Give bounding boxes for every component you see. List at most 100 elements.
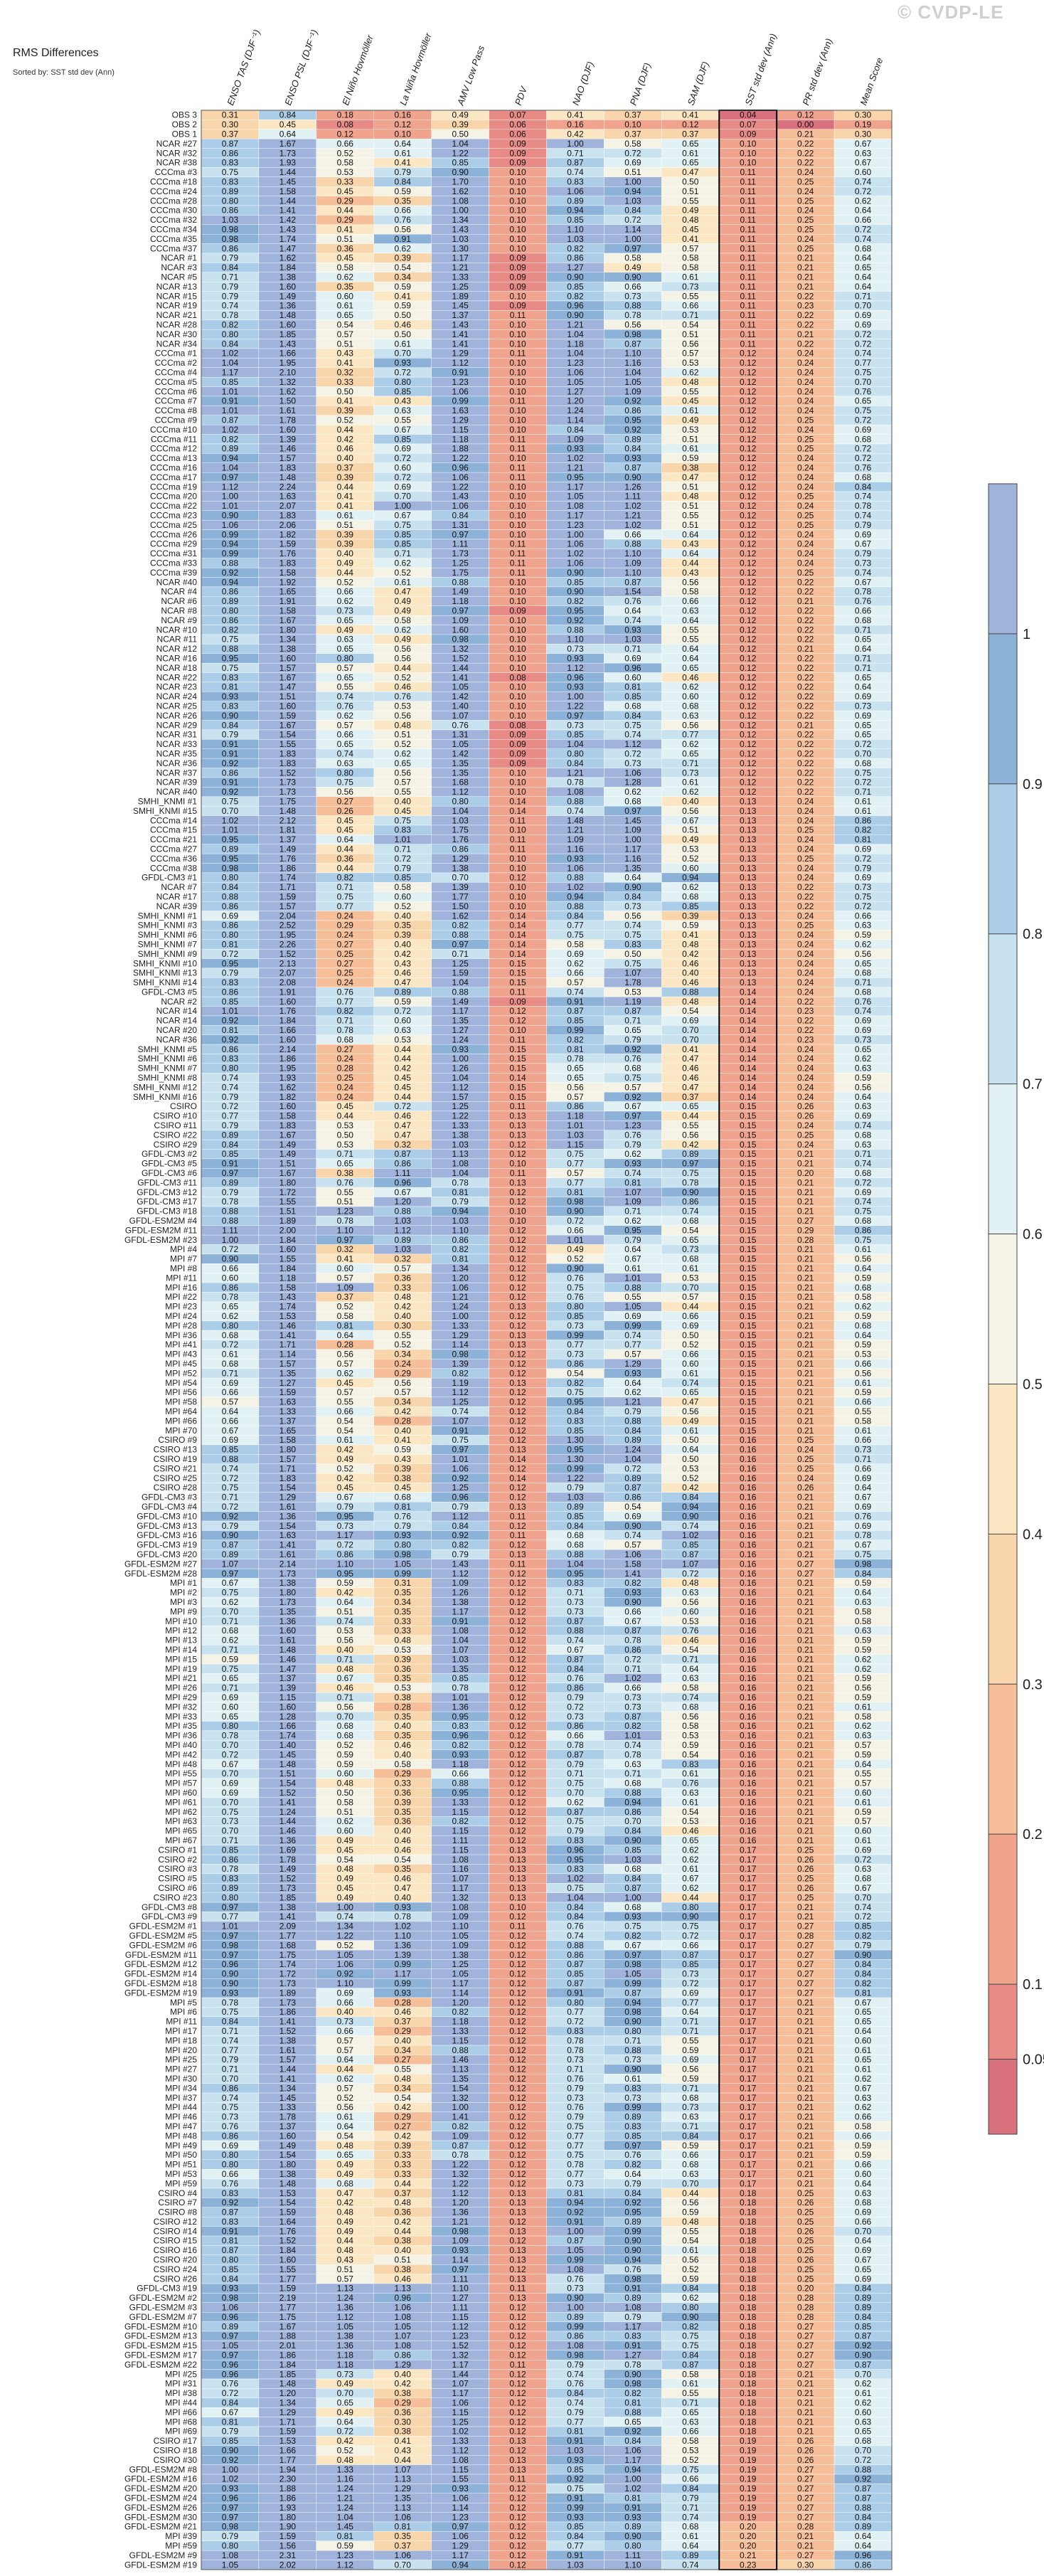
cell-value: 1.95 [279,930,297,940]
cell-value: 0.70 [682,1283,699,1293]
cell-value: 0.14 [509,806,526,816]
cell-value: 0.94 [624,186,641,196]
cell-value: 0.58 [395,1759,412,1769]
cell-value: 0.59 [855,1311,872,1321]
cell-value: 0.98 [452,1350,469,1359]
cell-value: 0.24 [797,939,814,949]
cell-value: 0.77 [567,1159,584,1169]
cell-value: 1.60 [279,997,297,1007]
cell-value: 1.27 [567,386,584,396]
cell-value: 0.83 [567,1578,584,1588]
cell-value: 0.80 [222,1721,239,1731]
cell-value: 0.25 [797,215,814,225]
cell-value: 0.61 [682,1769,699,1779]
row-label: GFDL-CM3 #12 [137,1187,197,1197]
cell-value: 0.12 [740,492,757,502]
cell-value: 0.28 [337,1064,354,1074]
cell-value: 0.64 [624,1378,641,1388]
cell-value: 0.83 [222,177,239,187]
cell-value: 0.67 [337,1493,354,1502]
cell-value: 0.37 [222,129,239,139]
cell-value: 1.02 [624,1673,641,1683]
cell-value: 0.72 [855,739,872,749]
row-label: NCAR #25 [156,701,198,711]
cell-value: 0.64 [682,529,699,539]
cell-value: 0.10 [509,787,526,797]
cell-value: 0.12 [509,1664,526,1674]
cell-value: 0.13 [509,1549,526,1559]
cell-value: 0.12 [740,434,757,444]
cell-value: 0.68 [855,434,872,444]
cell-value: 1.38 [452,1950,469,1960]
cell-value: 1.57 [279,1454,297,1464]
cell-value: 0.12 [509,1149,526,1159]
cell-value: 0.73 [682,768,699,778]
cell-value: 1.42 [452,691,469,701]
cell-value: 0.62 [222,1311,239,1321]
cell-value: 0.17 [740,1874,757,1884]
cell-value: 0.15 [740,1149,757,1159]
cell-value: 0.54 [337,1416,354,1426]
cell-value: 0.29 [337,196,354,206]
cell-value: 0.12 [509,1225,526,1235]
cell-value: 1.44 [279,1816,297,1826]
cell-value: 1.22 [452,482,469,492]
cell-value: 1.46 [279,1654,297,1664]
cell-value: 0.11 [740,301,756,311]
cell-value: 0.56 [337,1702,354,1712]
cell-value: 1.02 [567,548,584,558]
cell-value: 0.12 [509,1254,526,1264]
cell-value: 0.73 [682,1969,699,1979]
cell-value: 0.11 [510,815,526,825]
cell-value: 0.17 [740,1988,757,1998]
cell-value: 1.01 [567,1120,584,1130]
cell-value: 1.60 [279,1702,297,1712]
cell-value: 1.57 [279,1359,297,1369]
cell-value: 0.62 [682,682,699,692]
cell-value: 0.62 [337,1368,354,1378]
cell-value: 1.59 [452,968,469,978]
cell-value: 0.69 [624,653,641,663]
row-label: MPI #29 [165,1692,197,1702]
cell-value: 0.29 [337,921,354,931]
cell-value: 1.71 [279,882,297,892]
cell-value: 1.43 [452,225,469,235]
cell-value: 1.04 [452,806,469,816]
column-header: SST std dev (Ann) [742,32,778,107]
cell-value: 1.78 [624,977,641,987]
cell-value: 0.69 [567,949,584,959]
cell-value: 0.10 [509,425,526,435]
cell-value: 0.61 [395,148,412,158]
cell-value: 0.56 [682,577,699,587]
cell-value: 1.59 [279,1387,297,1397]
cell-value: 0.78 [624,310,641,320]
cell-value: 0.96 [567,1845,584,1855]
cell-value: 0.98 [222,225,239,235]
cell-value: 0.95 [222,854,239,864]
cell-value: 0.68 [624,1864,641,1874]
cell-value: 0.35 [395,1864,412,1874]
cell-value: 0.12 [509,1959,526,1969]
cell-value: 1.36 [452,1702,469,1712]
cell-value: 0.51 [682,825,699,835]
cell-value: 0.65 [222,1712,239,1722]
cell-value: 1.05 [567,492,584,502]
cell-value: 0.67 [682,1874,699,1884]
row-label: GFDL-CM3 #13 [137,1521,197,1531]
cell-value: 0.66 [337,587,354,597]
cell-value: 0.48 [682,939,699,949]
cell-value: 0.71 [222,1645,239,1655]
cell-value: 0.77 [682,730,699,740]
cell-value: 0.10 [740,158,757,168]
cell-value: 0.96 [567,301,584,311]
cell-value: 0.12 [509,1493,526,1502]
cell-value: 0.56 [337,787,354,797]
cell-value: 1.02 [567,882,584,892]
cell-value: 0.56 [395,711,412,721]
cell-value: 0.68 [337,1721,354,1731]
cell-value: 0.62 [567,958,584,968]
cell-value: 0.50 [682,1454,699,1464]
cell-value: 0.66 [855,911,872,921]
cell-value: 0.16 [740,1597,757,1607]
row-label: CCCma #28 [150,196,197,206]
